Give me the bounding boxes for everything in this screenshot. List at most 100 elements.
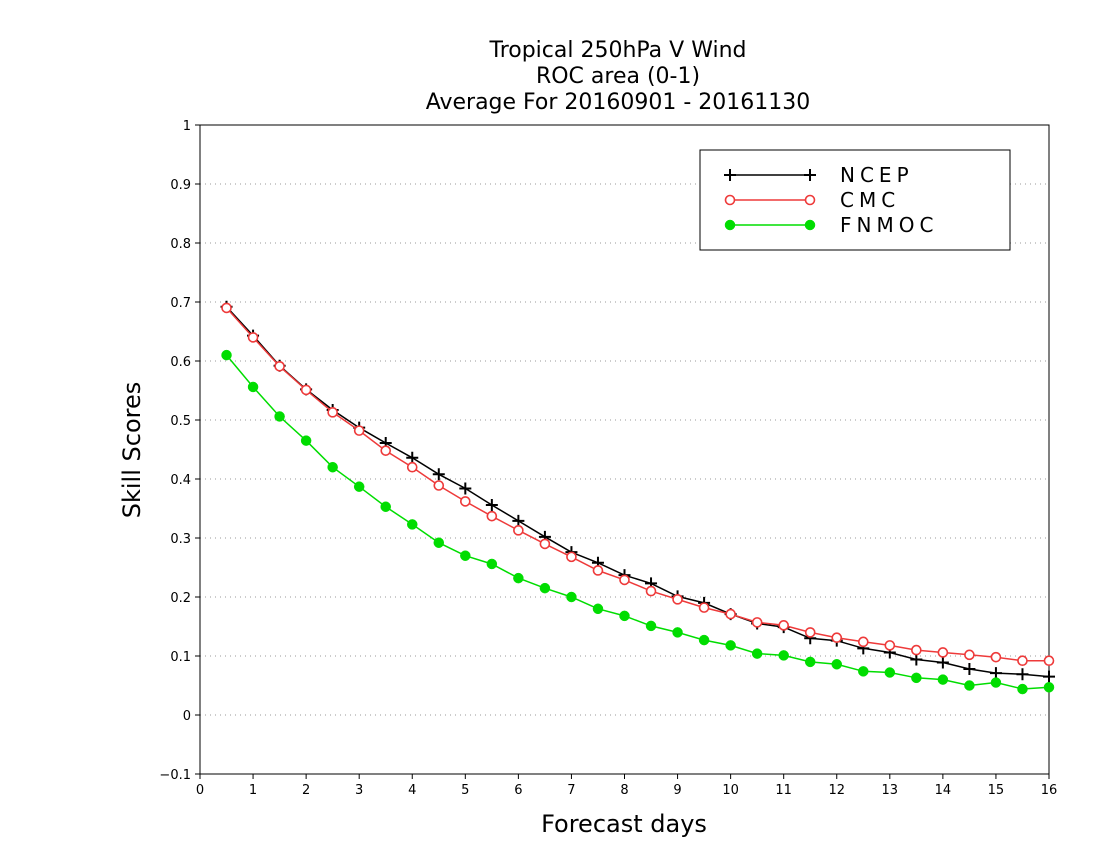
cmc-data-point xyxy=(698,602,710,613)
cmc-data-point xyxy=(592,565,604,576)
legend-marker-fnmoc xyxy=(724,219,736,231)
cmc-data-point xyxy=(460,496,471,507)
cmc-data-point xyxy=(725,608,736,620)
fnmoc-data-point xyxy=(911,672,922,684)
y-tick-label: 0.4 xyxy=(170,473,191,488)
cmc-data-point xyxy=(353,425,365,436)
chart-title-line-2: ROC area (0-1) xyxy=(536,64,700,89)
x-tick-label: 10 xyxy=(722,783,739,798)
cmc-data-point xyxy=(751,617,763,628)
ncep-data-point xyxy=(512,514,525,527)
legend-label-cmc: CMC xyxy=(840,188,900,212)
cmc-data-point xyxy=(1043,655,1055,667)
cmc-data-point xyxy=(513,525,524,536)
x-tick-label: 13 xyxy=(882,783,899,798)
y-tick-label: 0.9 xyxy=(170,178,191,193)
legend-marker-cmc xyxy=(724,194,736,206)
x-tick-label: 12 xyxy=(828,783,845,798)
cmc-data-point xyxy=(539,538,551,550)
legend-label-fnmoc: FNMOC xyxy=(840,213,938,237)
cmc-data-point xyxy=(300,384,312,396)
fnmoc-data-point xyxy=(247,381,259,393)
cmc-data-point xyxy=(778,620,789,631)
grid-lines xyxy=(200,183,1049,716)
y-tick-label: 0.8 xyxy=(170,237,191,252)
legend-marker-fnmoc xyxy=(804,219,816,231)
x-tick-label: 3 xyxy=(355,783,363,798)
chart-title-line-3: Average For 20160901 - 20161130 xyxy=(426,90,811,115)
fnmoc-data-point xyxy=(539,582,551,594)
y-tick-label: 0.2 xyxy=(170,591,191,606)
ncep-data-point xyxy=(936,656,949,669)
fnmoc-data-point xyxy=(566,591,577,603)
cmc-data-point xyxy=(857,636,869,648)
cmc-data-point xyxy=(380,445,392,456)
fnmoc-data-point xyxy=(751,648,763,659)
x-tick-label: 11 xyxy=(775,783,792,798)
ncep-data-point xyxy=(989,667,1002,680)
fnmoc-data-point xyxy=(300,435,312,446)
fnmoc-data-point xyxy=(221,349,232,361)
ncep-data-point xyxy=(406,451,419,464)
cmc-data-point xyxy=(937,647,949,658)
fnmoc-data-point xyxy=(698,634,710,646)
x-tick-label: 8 xyxy=(620,783,628,798)
axis-ticks: −0.100.10.20.30.40.50.60.70.80.910 1 2 3 4 5 6… xyxy=(159,119,1057,798)
cmc-data-point xyxy=(672,594,683,605)
ncep-data-point xyxy=(459,482,472,495)
fnmoc-data-point xyxy=(1043,682,1055,693)
x-tick-label: 5 xyxy=(461,783,469,798)
ncep-data-point xyxy=(1016,668,1029,681)
fnmoc-data-point xyxy=(884,667,896,678)
fnmoc-data-point xyxy=(672,627,683,638)
fnmoc-data-point xyxy=(460,550,471,561)
fnmoc-data-point xyxy=(433,537,445,548)
legend-marker-cmc xyxy=(804,194,816,206)
legend-marker-ncep xyxy=(804,169,816,181)
fnmoc-data-point xyxy=(486,558,498,570)
fnmoc-data-point xyxy=(407,519,418,530)
series-layer xyxy=(220,300,1055,695)
y-tick-label: 0.1 xyxy=(170,650,191,665)
cmc-data-point xyxy=(406,461,418,473)
y-tick-label: −0.1 xyxy=(159,768,191,783)
x-tick-label: 4 xyxy=(408,783,416,798)
y-tick-label: 0.5 xyxy=(170,414,191,429)
y-tick-label: 0 xyxy=(183,709,191,724)
cmc-data-point xyxy=(645,585,657,597)
y-axis-label: Skill Scores xyxy=(118,382,146,519)
fnmoc-data-point xyxy=(937,674,949,685)
fnmoc-data-point xyxy=(327,461,338,473)
fnmoc-data-point xyxy=(592,603,604,615)
fnmoc-data-point xyxy=(380,501,391,512)
cmc-data-point xyxy=(831,632,843,644)
cmc-data-point xyxy=(433,480,445,491)
fnmoc-data-point xyxy=(513,572,524,584)
x-tick-label: 9 xyxy=(673,783,681,798)
legend-label-ncep: NCEP xyxy=(840,163,914,187)
ncep-data-point xyxy=(910,653,923,666)
cmc-data-point xyxy=(327,407,338,418)
fnmoc-data-point xyxy=(778,650,789,661)
x-tick-label: 16 xyxy=(1041,783,1058,798)
y-tick-label: 0.3 xyxy=(170,532,191,547)
cmc-data-point xyxy=(884,640,896,651)
x-axis-label: Forecast days xyxy=(541,810,707,838)
fnmoc-data-point xyxy=(725,640,736,651)
cmc-data-point xyxy=(990,651,1002,663)
cmc-data-point xyxy=(221,302,232,314)
legend-marker-ncep xyxy=(724,169,736,181)
x-tick-label: 6 xyxy=(514,783,522,798)
cmc-data-point xyxy=(274,361,285,372)
x-tick-label: 0 xyxy=(196,783,204,798)
x-tick-label: 15 xyxy=(988,783,1005,798)
cmc-data-point xyxy=(911,644,922,656)
x-tick-label: 1 xyxy=(249,783,257,798)
ncep-data-point xyxy=(485,498,498,511)
x-tick-label: 2 xyxy=(302,783,310,798)
fnmoc-data-point xyxy=(353,481,365,492)
fnmoc-data-point xyxy=(964,680,975,691)
ncep-data-point xyxy=(1043,670,1055,683)
